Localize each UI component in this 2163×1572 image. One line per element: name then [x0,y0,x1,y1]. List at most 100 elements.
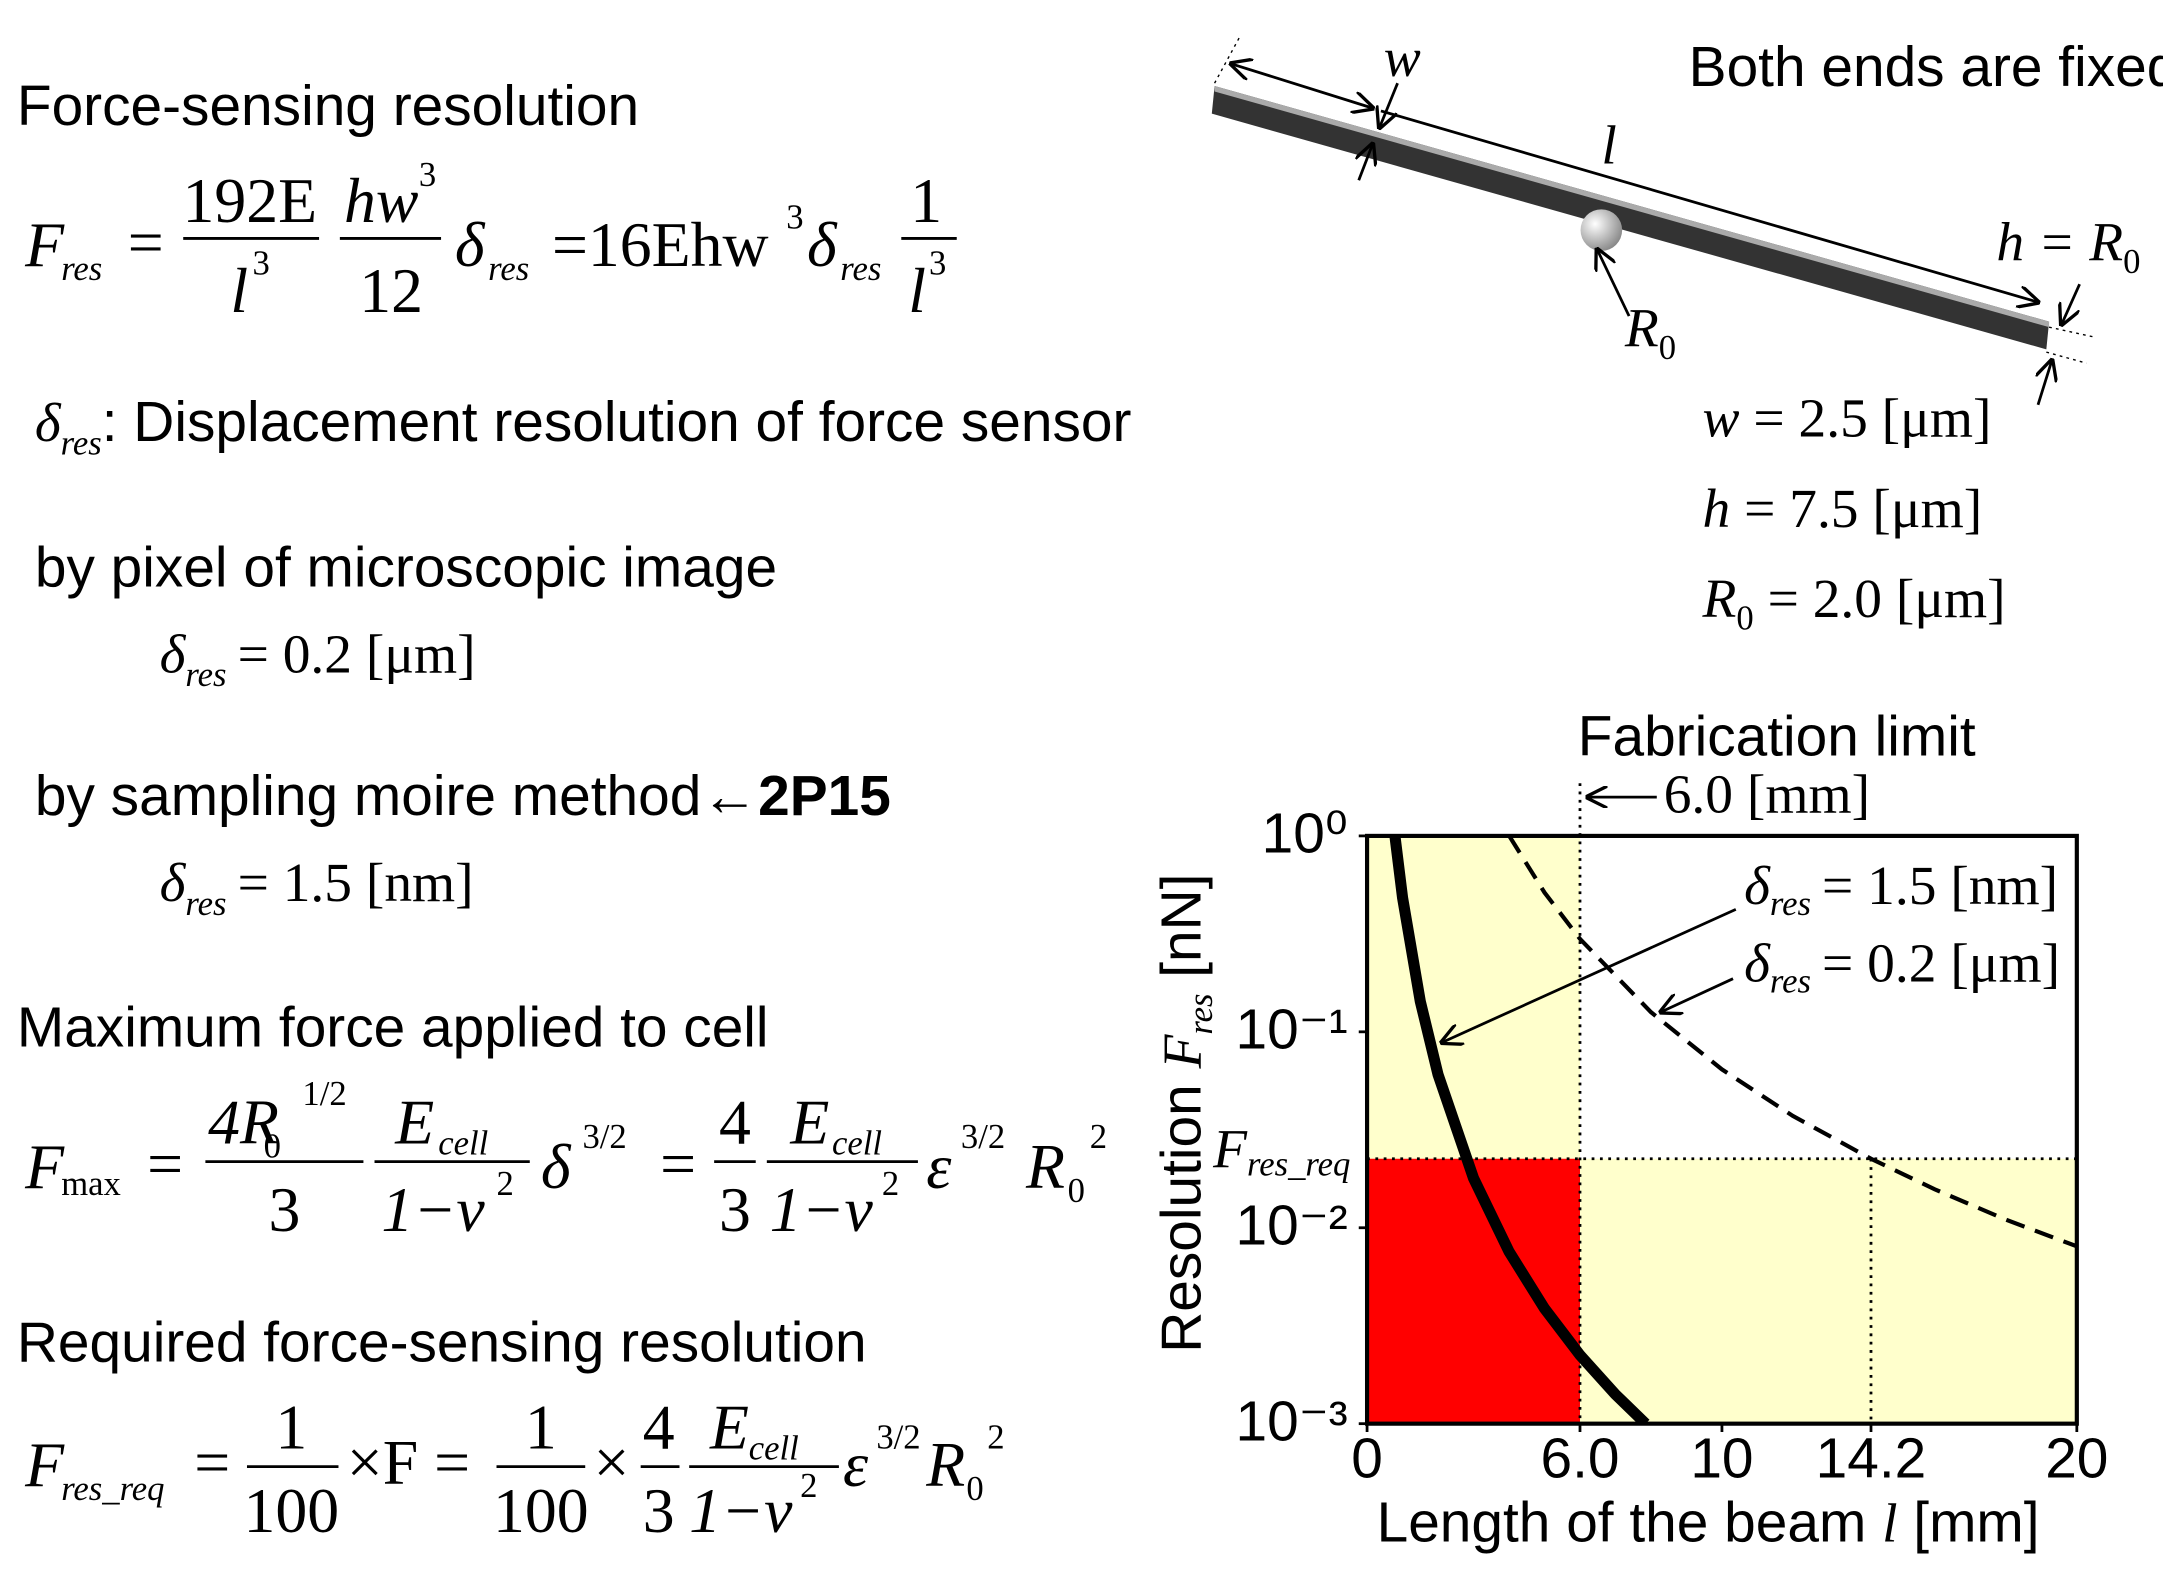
equation-2: F max = 4R 0 1/2 3 E cell 1−ν 2 δ 3/2 = … [24,1075,1107,1245]
slide: Force-sensing resolution F res = 192E l … [0,0,2163,1572]
text-label: cell [749,1430,799,1468]
text-label: [nN] [1151,874,1214,994]
text-label: δ [807,209,838,280]
text-label: = [660,1128,696,1199]
text-label: F [24,209,65,280]
x-tick-label: 6.0 [1540,1428,1619,1491]
text-label: res [185,885,226,923]
text-label: 3 [929,244,946,282]
text-label: res [1770,885,1811,923]
text-label: δ [455,209,486,280]
text-label: 1 [910,165,942,236]
text-label: res [1770,963,1811,1001]
text-label: Length of the beam [1377,1492,1883,1555]
shape: h = R0 [1996,212,2140,281]
heading: Maximum force applied to cell [17,997,769,1060]
text-label: res [1182,994,1220,1035]
y-tick-label: 10⁻¹ [1236,998,1348,1061]
text-label: = 0.2 [μm] [238,623,476,684]
text-label: by sampling moire method← [35,765,758,828]
equation-1: F res = 192E l 3 hw 3 12 δ res =16Ehw 3 … [24,156,957,326]
shape: δres= 0.2 [μm] [1744,932,2060,1000]
text-label: l [1601,115,1616,176]
pixel-resolution: δres= 0.2 [μm] [160,623,476,694]
text-label: ε [843,1429,869,1500]
text-label: R [925,1429,965,1500]
text-label: h = R [1996,212,2123,273]
text-label: 0 [966,1470,983,1508]
shape [1380,83,1398,127]
shape [1661,979,1733,1012]
text-label: 3 [786,199,803,237]
text-label: δ [541,1131,572,1202]
y-axis-label: Resolution Fres [nN] [1151,874,1220,1353]
moire-heading: by sampling moire method←2P15 [35,765,891,828]
x-tick-label: 14.2 [1816,1428,1927,1491]
text-label: w [1703,388,1740,449]
text-label: 6.0 [mm] [1664,763,1870,824]
text-label: F [24,1429,65,1500]
text-label: 0 [1068,1172,1085,1210]
text-label: 3 [419,156,436,194]
text-label: R [1025,1131,1065,1202]
text-label: 3/2 [961,1118,1005,1156]
shape [1581,209,1623,251]
text-label: l [1882,1493,1897,1554]
text-label: 4 [719,1087,751,1158]
x-tick-label: 20 [2045,1428,2108,1491]
heading: Required force-sensing resolution [17,1311,867,1374]
text-label: Resolution [1151,1068,1214,1352]
text-label: res [61,425,102,463]
text-label: F [1212,1118,1248,1179]
moire-resolution: δres = 1.5 [nm] [160,852,474,923]
text-label: = 2.0 [μm] [1768,568,2006,629]
text-label: 0 [1736,599,1753,637]
text-label: l [230,255,248,326]
text-label: δ [160,852,187,913]
text-label: Fabrication limit [1578,706,1976,769]
text-label: 2P15 [758,765,891,828]
text-label: = 2.5 [μm] [1753,388,1991,449]
x-tick-label: 10 [1690,1428,1753,1491]
text-label: = 1.5 [nm] [238,852,474,913]
text-label: 4 [643,1392,675,1463]
text-label: 3/2 [876,1419,920,1457]
text-label: res [840,250,881,288]
text-label: 1−ν [381,1174,485,1245]
text-label: 0 [2123,243,2140,281]
text-label: res [61,250,102,288]
shape [2062,284,2080,324]
text-label: ×F = [347,1426,470,1497]
shape [2049,327,2093,337]
text-label: δ [35,392,62,453]
text-label: 3 [268,1174,300,1245]
text-label: Both ends are fixed [1689,36,2163,99]
shape [2038,360,2052,404]
text-label: res_req [61,1470,164,1508]
text-label: = 0.2 [μm] [1822,932,2060,993]
text-label: 2 [882,1165,899,1203]
delta-definition: δres: Displacement resolution of force s… [35,391,1132,463]
y-tick-label: 10⁻³ [1236,1390,1348,1453]
infeasible-region [1580,1159,2077,1424]
equation-3: F res_req = 1 100 ×F = 1 100 × 4 3 E cel… [24,1392,1004,1546]
text-label: δ [1744,855,1771,916]
text-label: [mm] [1898,1492,2040,1555]
chart: Fabrication limit 6.0 [mm] Fres_req δres… [1151,706,2109,1555]
beam-diagram: Both ends are fixed w l h = R0 R0 w= 2.5… [1212,27,2163,637]
text-label: 100 [244,1475,340,1546]
text-label: F [1152,1033,1213,1069]
text-label: 100 [493,1475,589,1546]
text-label: hw [344,165,419,236]
shape [1381,111,2038,302]
text-label: max [61,1165,121,1203]
text-label: E [394,1087,434,1158]
text-label: 3 [719,1174,751,1245]
text-label: cell [832,1125,882,1163]
text-label: 12 [359,255,423,326]
text-label: w [1384,27,1421,88]
text-label: res_req [1247,1146,1350,1184]
shape: R0= 2.0 [μm] [1702,568,2006,637]
text-label: : Displacement resolution of force senso… [102,391,1132,454]
text-label: 0 [264,1128,281,1166]
